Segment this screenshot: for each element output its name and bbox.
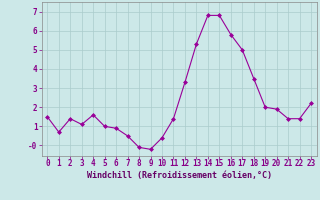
X-axis label: Windchill (Refroidissement éolien,°C): Windchill (Refroidissement éolien,°C) xyxy=(87,171,272,180)
